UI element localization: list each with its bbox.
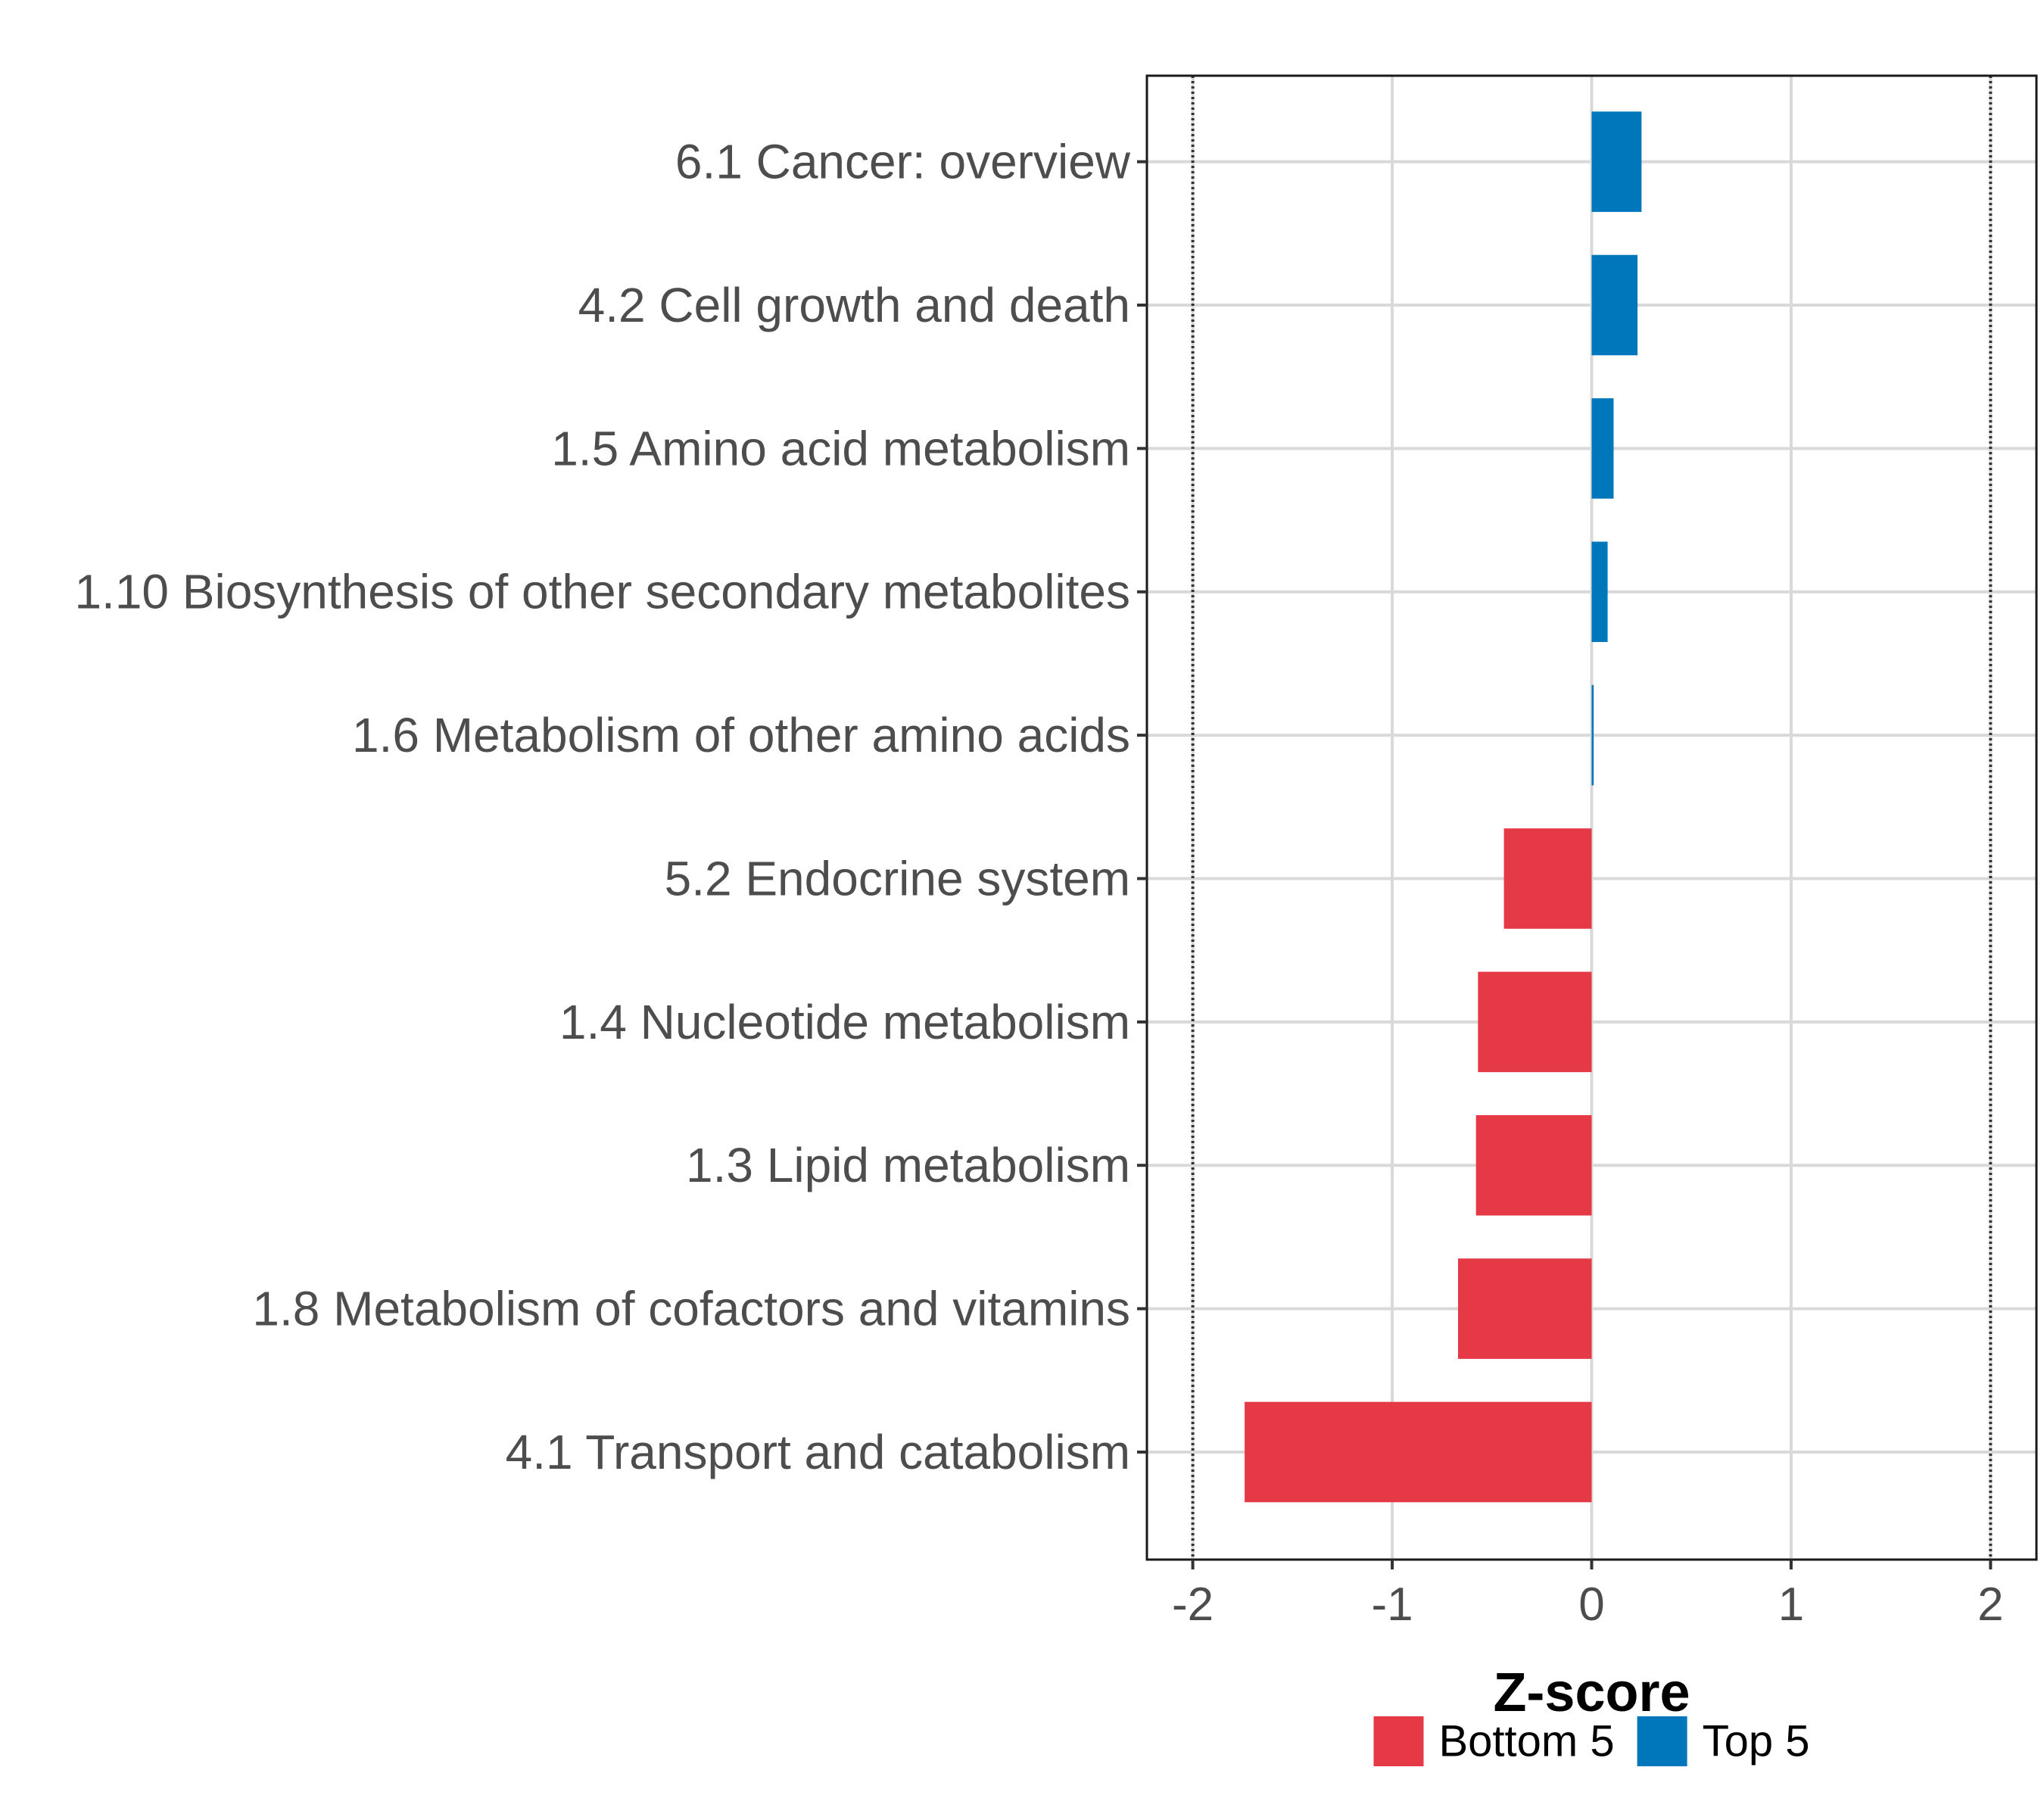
- category-label: 4.1 Transport and catabolism: [506, 1425, 1130, 1479]
- legend-entry: Top 5: [1637, 1716, 1810, 1766]
- legend-label: Bottom 5: [1438, 1717, 1614, 1766]
- x-tick-label: -1: [1371, 1579, 1413, 1631]
- category-label: 1.4 Nucleotide metabolism: [559, 995, 1130, 1049]
- category-label: 1.8 Metabolism of cofactors and vitamins: [252, 1282, 1130, 1336]
- bar: [1591, 684, 1594, 786]
- bar: [1591, 398, 1614, 499]
- bar: [1457, 1258, 1592, 1359]
- x-tick-label: -2: [1172, 1579, 1214, 1631]
- category-label: 6.1 Cancer: overview: [675, 135, 1131, 189]
- bar: [1591, 254, 1638, 356]
- legend-entry: Bottom 5: [1373, 1716, 1615, 1766]
- category-label: 1.10 Biosynthesis of other secondary met…: [74, 565, 1130, 619]
- y-axis: 6.1 Cancer: overview 4.2 Cell growth and …: [74, 135, 1147, 1479]
- reference-lines: [1191, 76, 1993, 1560]
- bar: [1591, 541, 1608, 643]
- x-tick-label: 0: [1578, 1579, 1604, 1631]
- bar: [1475, 1114, 1592, 1216]
- bar: [1503, 828, 1592, 929]
- bar: [1245, 1401, 1592, 1503]
- legend-key: [1373, 1716, 1424, 1766]
- category-label: 5.2 Endocrine system: [665, 851, 1130, 905]
- category-label: 1.6 Metabolism of other amino acids: [352, 708, 1130, 762]
- bar: [1591, 111, 1642, 212]
- x-tick-label: 2: [1977, 1579, 2003, 1631]
- x-axis-title: Z-score: [1493, 1663, 1690, 1723]
- legend-key: [1637, 1716, 1687, 1766]
- legend: Bottom 5 Top 5: [1373, 1716, 1810, 1766]
- category-label: 1.5 Amino acid metabolism: [551, 421, 1130, 475]
- bars: [1245, 111, 1642, 1503]
- x-axis: -2 -1 0 1 2: [1172, 1560, 2004, 1631]
- category-label: 4.2 Cell growth and death: [578, 278, 1130, 332]
- bar: [1478, 971, 1592, 1073]
- category-label: 1.3 Lipid metabolism: [686, 1138, 1130, 1192]
- x-tick-label: 1: [1778, 1579, 1804, 1631]
- legend-label: Top 5: [1703, 1717, 1810, 1766]
